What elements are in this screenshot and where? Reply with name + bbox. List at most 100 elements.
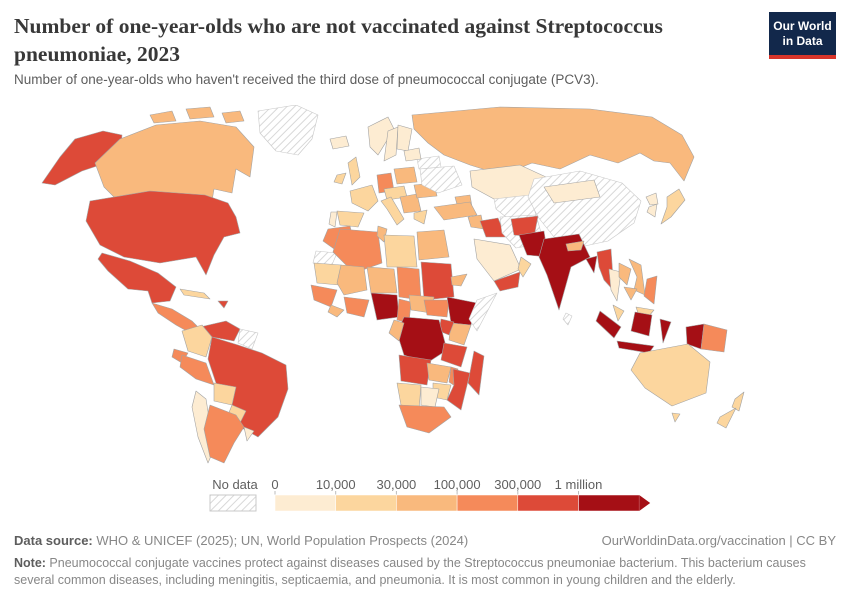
country-uk[interactable] bbox=[347, 156, 361, 186]
legend-bin-1[interactable] bbox=[274, 494, 336, 512]
country-somalia[interactable] bbox=[468, 292, 498, 332]
country-zambia[interactable] bbox=[426, 362, 452, 384]
country-australia[interactable] bbox=[630, 343, 711, 407]
country-niger[interactable] bbox=[366, 266, 398, 294]
legend-bin-4[interactable] bbox=[456, 494, 519, 512]
country-south-sudan[interactable] bbox=[423, 299, 450, 318]
country-yemen[interactable] bbox=[493, 271, 521, 292]
country-russia[interactable] bbox=[411, 106, 695, 182]
country-italy[interactable] bbox=[380, 196, 405, 226]
country-senegal-guinea[interactable] bbox=[310, 284, 338, 308]
country-malaysia[interactable] bbox=[612, 304, 625, 322]
country-myanmar[interactable] bbox=[596, 248, 615, 292]
country-eritrea[interactable] bbox=[450, 273, 468, 287]
country-poland[interactable] bbox=[393, 166, 418, 185]
country-philippines[interactable] bbox=[643, 275, 658, 305]
owid-logo[interactable]: Our World in Data bbox=[769, 12, 836, 59]
country-india[interactable] bbox=[538, 233, 591, 311]
country-mali[interactable] bbox=[336, 264, 368, 296]
country-sudan[interactable] bbox=[420, 261, 455, 301]
country-hispaniola[interactable] bbox=[217, 300, 229, 309]
legend-tick-label: 10,000 bbox=[316, 477, 356, 492]
country-thailand[interactable] bbox=[608, 268, 622, 302]
country-libya[interactable] bbox=[383, 234, 418, 268]
country-saudi-arabia[interactable] bbox=[473, 238, 522, 282]
legend-bin-2[interactable] bbox=[335, 494, 397, 512]
country-argentina[interactable] bbox=[203, 404, 245, 464]
country-oman[interactable] bbox=[517, 256, 532, 278]
owid-link[interactable]: OurWorldinData.org/vaccination | CC BY bbox=[601, 533, 836, 548]
country-new-zealand-south[interactable] bbox=[716, 407, 737, 429]
country-south-africa[interactable] bbox=[398, 404, 452, 434]
country-norway[interactable] bbox=[367, 116, 395, 156]
legend-tick-label: 300,000 bbox=[494, 477, 541, 492]
legend-no-data-label: No data bbox=[212, 477, 258, 492]
country-botswana[interactable] bbox=[420, 386, 440, 408]
country-indonesia-borneo[interactable] bbox=[630, 311, 653, 337]
country-arctic-island[interactable] bbox=[185, 106, 215, 120]
data-source-label: Data source: bbox=[14, 533, 93, 548]
legend-bin-5[interactable] bbox=[517, 494, 579, 512]
legend-tick-label: 0 bbox=[271, 477, 278, 492]
legend-bin-6[interactable] bbox=[578, 494, 640, 512]
country-mongolia[interactable] bbox=[543, 179, 601, 204]
country-ireland[interactable] bbox=[333, 172, 347, 185]
country-bolivia[interactable] bbox=[213, 382, 237, 406]
country-finland[interactable] bbox=[396, 124, 413, 152]
country-indonesia-sulawesi[interactable] bbox=[659, 318, 672, 344]
legend-tick-label: 30,000 bbox=[377, 477, 417, 492]
country-nigeria[interactable] bbox=[370, 292, 400, 321]
country-turkey[interactable] bbox=[433, 201, 478, 221]
country-vietnam[interactable] bbox=[628, 258, 646, 296]
country-papua-new-guinea[interactable] bbox=[700, 323, 728, 353]
country-sri-lanka[interactable] bbox=[562, 312, 573, 326]
country-cambodia[interactable] bbox=[623, 286, 638, 301]
country-egypt[interactable] bbox=[416, 229, 450, 261]
legend-tick-label: 1 million bbox=[555, 477, 603, 492]
country-bangladesh[interactable] bbox=[585, 255, 598, 274]
country-baltics[interactable] bbox=[403, 147, 422, 162]
country-laos[interactable] bbox=[618, 262, 632, 286]
country-ukraine[interactable] bbox=[419, 165, 463, 194]
country-mozambique[interactable] bbox=[446, 368, 471, 411]
country-kenya[interactable] bbox=[448, 322, 472, 346]
country-japan[interactable] bbox=[660, 188, 686, 225]
country-mauritania[interactable] bbox=[313, 262, 342, 286]
country-guyanas[interactable] bbox=[237, 328, 259, 350]
country-nepal[interactable] bbox=[565, 240, 585, 252]
country-iceland[interactable] bbox=[329, 135, 350, 150]
country-tanzania[interactable] bbox=[440, 342, 468, 368]
country-spain[interactable] bbox=[336, 210, 365, 228]
country-angola[interactable] bbox=[398, 354, 432, 386]
country-cuba[interactable] bbox=[179, 288, 211, 300]
country-liberia[interactable] bbox=[327, 304, 345, 318]
country-indonesia-sumatra[interactable] bbox=[595, 310, 622, 339]
country-arctic-island[interactable] bbox=[149, 110, 177, 124]
country-greece[interactable] bbox=[413, 209, 428, 225]
country-tasmania[interactable] bbox=[671, 412, 681, 423]
country-greenland[interactable] bbox=[257, 105, 319, 156]
country-new-zealand-north[interactable] bbox=[731, 391, 745, 412]
country-balkans[interactable] bbox=[399, 193, 422, 214]
country-congo-gabon[interactable] bbox=[388, 319, 405, 342]
country-uruguay[interactable] bbox=[243, 426, 255, 442]
country-madagascar[interactable] bbox=[467, 350, 485, 396]
note-label: Note: bbox=[14, 556, 46, 570]
country-peru[interactable] bbox=[179, 354, 215, 386]
country-usa[interactable] bbox=[85, 190, 241, 276]
country-colombia[interactable] bbox=[181, 324, 213, 358]
country-sweden[interactable] bbox=[383, 126, 399, 162]
country-ivory-ghana[interactable] bbox=[343, 296, 370, 318]
country-france[interactable] bbox=[349, 184, 379, 212]
country-portugal[interactable] bbox=[328, 211, 338, 228]
page-title: Number of one-year-olds who are not vacc… bbox=[14, 14, 663, 67]
legend-no-data-swatch[interactable] bbox=[209, 494, 257, 512]
country-north-korea[interactable] bbox=[645, 192, 659, 206]
country-south-korea[interactable] bbox=[646, 203, 658, 218]
country-brazil[interactable] bbox=[207, 336, 289, 438]
data-source-text: WHO & UNICEF (2025); UN, World Populatio… bbox=[92, 533, 469, 548]
country-belarus[interactable] bbox=[416, 155, 442, 170]
legend-bin-3[interactable] bbox=[396, 494, 458, 512]
country-arctic-island[interactable] bbox=[221, 110, 245, 124]
